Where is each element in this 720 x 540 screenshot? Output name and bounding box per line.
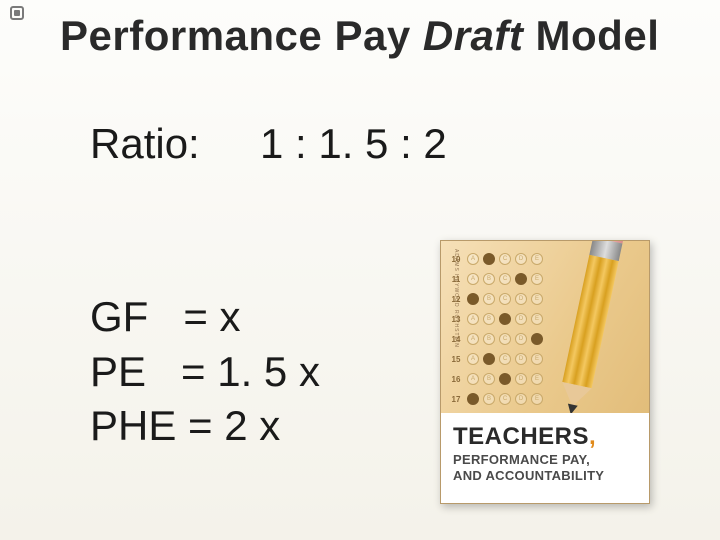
scantron-bubble: D	[515, 353, 527, 365]
scantron-bubble: A	[467, 353, 479, 365]
scantron-row-number: 11	[449, 275, 463, 284]
scantron-background: ADAMS HEYWOOD ROTHSTEIN 10ABCDE11ABCDE12…	[441, 241, 649, 413]
scantron-bubble: B	[483, 353, 495, 365]
scantron-row: 12 ABCDE	[441, 289, 649, 309]
scantron-bubble: A	[467, 293, 479, 305]
scantron-bubble: D	[515, 313, 527, 325]
scantron-bubble: E	[531, 353, 543, 365]
scantron-bubble: E	[531, 393, 543, 405]
scantron-bubble: B	[483, 253, 495, 265]
scantron-row: 17 ABCDE	[441, 389, 649, 409]
book-cover-image: ADAMS HEYWOOD ROTHSTEIN 10ABCDE11ABCDE12…	[440, 240, 650, 504]
ratio-label: Ratio:	[90, 120, 260, 168]
scantron-bubble: B	[483, 293, 495, 305]
equation-row: PHE = 2 x	[90, 399, 320, 454]
scantron-bubble: D	[515, 293, 527, 305]
scantron-bubble: E	[531, 293, 543, 305]
scantron-bubble: C	[499, 313, 511, 325]
equation-block: GF = x PE = 1. 5 x PHE = 2 x	[90, 290, 320, 454]
scantron-bubble: A	[467, 393, 479, 405]
scantron-bubble: C	[499, 333, 511, 345]
scantron-bubble: C	[499, 273, 511, 285]
scantron-bubble: A	[467, 333, 479, 345]
scantron-bubble: D	[515, 393, 527, 405]
scantron-row: 11 ABCDE	[441, 269, 649, 289]
scantron-bubble: A	[467, 273, 479, 285]
equation-row: GF = x	[90, 290, 320, 345]
book-subtitle-2: AND ACCOUNTABILITY	[453, 468, 637, 483]
title-italic: Draft	[423, 12, 524, 59]
scantron-bubble: A	[467, 373, 479, 385]
equation-row: PE = 1. 5 x	[90, 345, 320, 400]
scantron-bubble: C	[499, 253, 511, 265]
scantron-bubble: D	[515, 273, 527, 285]
scantron-bubble: C	[499, 353, 511, 365]
scantron-row: 15 ABCDE	[441, 349, 649, 369]
scantron-bubble: B	[483, 333, 495, 345]
title-part3: Model	[523, 12, 659, 59]
scantron-row-number: 15	[449, 355, 463, 364]
scantron-row-number: 14	[449, 335, 463, 344]
scantron-row-number: 10	[449, 255, 463, 264]
book-title-main: TEACHERS	[453, 423, 589, 450]
ratio-value: 1 : 1. 5 : 2	[260, 120, 447, 167]
ratio-line: Ratio:1 : 1. 5 : 2	[90, 120, 447, 168]
scantron-row: 13 ABCDE	[441, 309, 649, 329]
scantron-row: 16 ABCDE	[441, 369, 649, 389]
book-subtitle-1: PERFORMANCE PAY,	[453, 452, 637, 467]
scantron-bubble: E	[531, 313, 543, 325]
slide-bullet-icon	[10, 6, 24, 20]
scantron-bubble: E	[531, 273, 543, 285]
scantron-bubble: A	[467, 313, 479, 325]
scantron-bubble: E	[531, 373, 543, 385]
scantron-row-number: 13	[449, 315, 463, 324]
scantron-row-number: 16	[449, 375, 463, 384]
scantron-bubble: B	[483, 313, 495, 325]
scantron-bubble: C	[499, 293, 511, 305]
book-title-comma: ,	[589, 423, 596, 450]
scantron-bubble: D	[515, 333, 527, 345]
scantron-row-number: 17	[449, 395, 463, 404]
scantron-bubble: D	[515, 373, 527, 385]
scantron-bubble: C	[499, 393, 511, 405]
scantron-bubble: B	[483, 393, 495, 405]
slide-title: Performance Pay Draft Model	[60, 12, 659, 60]
scantron-bubble: B	[483, 373, 495, 385]
scantron-bubble: C	[499, 373, 511, 385]
scantron-bubble: E	[531, 253, 543, 265]
scantron-row-number: 12	[449, 295, 463, 304]
scantron-row: 14 ABCDE	[441, 329, 649, 349]
title-part1: Performance Pay	[60, 12, 423, 59]
book-title-block: TEACHERS, PERFORMANCE PAY, AND ACCOUNTAB…	[441, 413, 649, 503]
scantron-bubble: A	[467, 253, 479, 265]
scantron-bubble: B	[483, 273, 495, 285]
scantron-bubble: D	[515, 253, 527, 265]
scantron-bubble: E	[531, 333, 543, 345]
